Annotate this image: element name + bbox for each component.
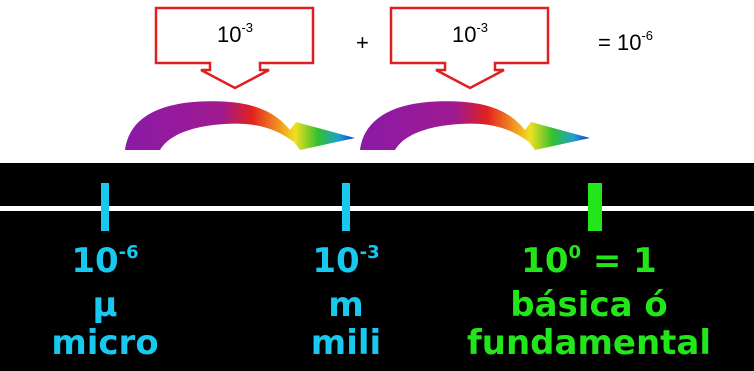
label-basic-line1: básica ó: [510, 285, 668, 325]
tick-micro: [101, 183, 109, 231]
result-text: = 10-6: [598, 28, 653, 55]
tick-mili: [342, 183, 350, 231]
label-mili-power: 10-3: [312, 241, 380, 281]
callout-second-text: 10-3: [451, 20, 489, 47]
label-micro-power: 10-6: [71, 241, 139, 281]
curved-arrow-1: [125, 101, 355, 150]
tick-basic: [588, 183, 602, 231]
callout-first-factor: 10-3: [154, 0, 316, 90]
curved-arrow-2: [360, 101, 590, 150]
plus-sign: +: [356, 30, 369, 55]
label-mili: 10-3 m mili: [276, 242, 416, 362]
label-mili-name: mili: [310, 323, 382, 363]
scale-axis-line: [0, 206, 754, 211]
label-basic-line2: fundamental: [466, 323, 712, 363]
label-micro: 10-6 µ micro: [35, 242, 175, 362]
label-micro-symbol: µ: [92, 285, 118, 325]
callout-first-text: 10-3: [216, 20, 254, 47]
scale-band: [0, 163, 754, 371]
label-micro-name: micro: [51, 323, 159, 363]
curved-arrows: [125, 101, 590, 150]
callout-second-factor: 10-3: [389, 0, 551, 90]
label-basic-power: 100 = 1: [521, 241, 657, 281]
label-mili-symbol: m: [328, 285, 364, 325]
callout-arrow-shape: [154, 6, 315, 90]
callout-arrow-shape: [389, 6, 550, 90]
label-basic: 100 = 1 básica ó fundamental: [425, 242, 753, 362]
